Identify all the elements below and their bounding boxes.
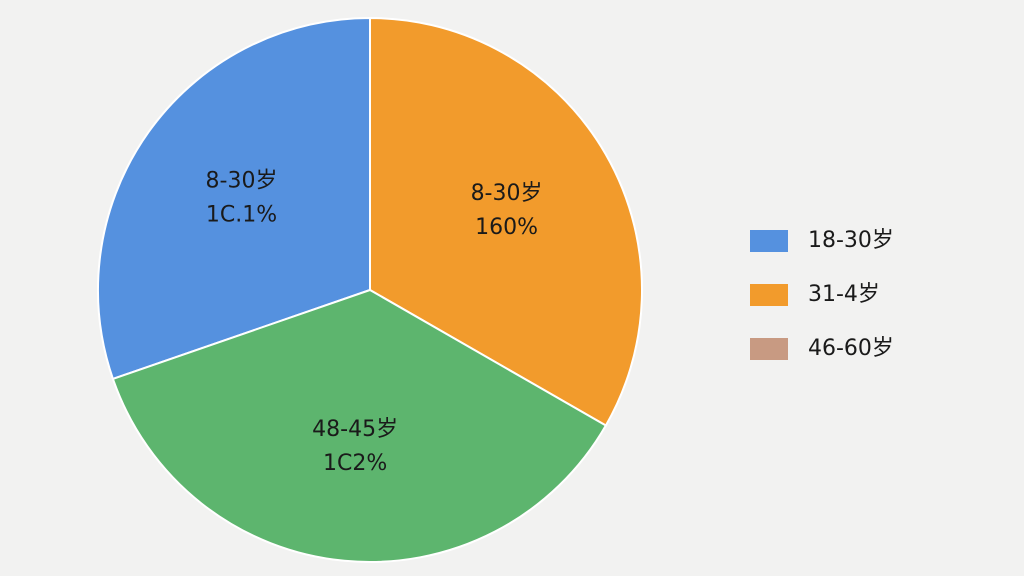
legend-swatch: [750, 284, 788, 306]
pie-slice: [97, 16, 371, 381]
legend-swatch: [750, 338, 788, 360]
slice-value: 1C.1%: [206, 202, 277, 227]
legend-label: 46-60岁: [808, 336, 894, 361]
slice-name: 8-30岁: [471, 181, 543, 206]
legend-label: 31-4岁: [808, 282, 880, 307]
pie-slice: [111, 288, 608, 563]
legend-swatch: [750, 230, 788, 252]
slice-value: 160%: [475, 215, 538, 240]
pie-slice: [369, 16, 643, 427]
legend-label: 18-30岁: [808, 228, 894, 253]
slice-value: 1C2%: [323, 451, 387, 476]
slice-name: 8-30岁: [206, 168, 278, 193]
slice-name: 48-45岁: [312, 417, 398, 442]
